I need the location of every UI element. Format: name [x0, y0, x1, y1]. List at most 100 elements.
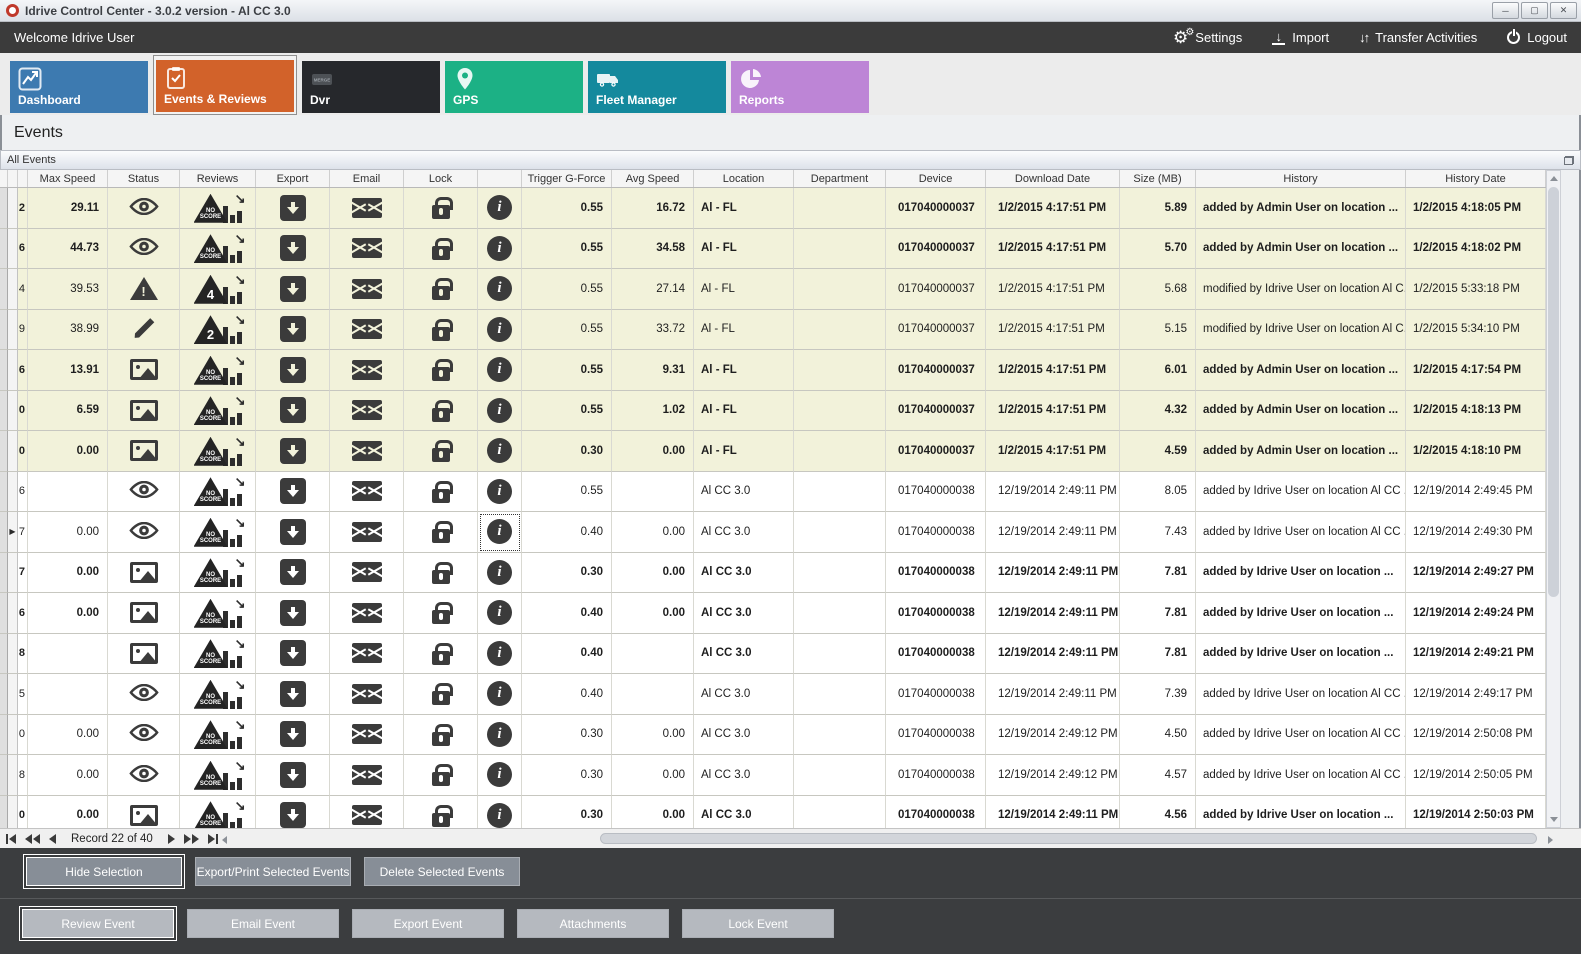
- column-header-lock[interactable]: Lock: [404, 170, 478, 187]
- image-icon[interactable]: [129, 602, 158, 624]
- table-row[interactable]: 0 0.00 NO SCORE ↘ i 0.30 0.00 Al CC 3.0 01704000…: [0, 714, 1546, 755]
- lock-icon[interactable]: [431, 561, 453, 584]
- export-download-icon[interactable]: [279, 680, 306, 707]
- table-row[interactable]: 0 0.00 NO SCORE ↘ i 0.30 0.00 Al CC 3.0 01704000…: [0, 795, 1546, 828]
- horizontal-scrollbar-thumb[interactable]: [599, 833, 1537, 844]
- column-header-max-speed[interactable]: Max Speed: [28, 170, 108, 187]
- column-header-avg-speed[interactable]: Avg Speed: [612, 170, 694, 187]
- info-icon[interactable]: i: [487, 478, 512, 504]
- email-envelope-icon[interactable]: [351, 400, 382, 421]
- scroll-up-icon[interactable]: [1547, 171, 1560, 186]
- table-row[interactable]: 0 0.00 NO SCORE ↘ i 0.30 0.00 Al - FL 0170400000…: [0, 431, 1546, 472]
- lock-icon[interactable]: [431, 764, 453, 787]
- review-score-icon[interactable]: NO SCORE ↘: [193, 231, 246, 264]
- table-row[interactable]: 6 0.00 NO SCORE ↘ i 0.40 0.00 Al CC 3.0 01704000…: [0, 593, 1546, 634]
- lock-icon[interactable]: [431, 723, 453, 746]
- email-envelope-icon[interactable]: [351, 197, 382, 218]
- lock-icon[interactable]: [431, 278, 453, 301]
- nav-next-page-button[interactable]: [183, 833, 199, 844]
- export-download-icon[interactable]: [279, 356, 306, 383]
- column-header-email[interactable]: Email: [330, 170, 404, 187]
- image-icon[interactable]: [129, 642, 158, 664]
- info-icon[interactable]: i: [487, 235, 512, 261]
- info-icon[interactable]: i: [487, 438, 512, 464]
- image-icon[interactable]: [129, 399, 158, 421]
- export-download-icon[interactable]: [279, 275, 306, 302]
- close-button[interactable]: ✕: [1550, 2, 1577, 19]
- info-icon[interactable]: i: [487, 762, 512, 788]
- hide-selection-button[interactable]: Hide Selection: [23, 854, 185, 889]
- minimize-button[interactable]: ─: [1492, 2, 1519, 19]
- column-header-location[interactable]: Location: [694, 170, 794, 187]
- eye-icon[interactable]: [128, 521, 159, 542]
- info-icon[interactable]: i: [487, 802, 512, 828]
- email-envelope-icon[interactable]: [351, 278, 382, 299]
- info-icon[interactable]: i: [487, 721, 512, 747]
- menu-item-logout[interactable]: Logout: [1507, 29, 1567, 45]
- export-download-icon[interactable]: [279, 397, 306, 424]
- review-score-icon[interactable]: NO SCORE ↘: [193, 758, 246, 790]
- email-envelope-icon[interactable]: [351, 238, 382, 259]
- export-download-icon[interactable]: [279, 599, 306, 626]
- tab-gps[interactable]: GPS: [445, 61, 583, 113]
- export-download-icon[interactable]: [279, 437, 306, 464]
- table-row[interactable]: 6 NO SCORE ↘ i 0.55 Al CC 3.0 017040000038 12/1…: [0, 471, 1546, 512]
- review-score-icon[interactable]: NO SCORE ↘: [193, 353, 246, 385]
- lock-icon[interactable]: [431, 359, 453, 382]
- export-download-icon[interactable]: [279, 802, 306, 828]
- table-row[interactable]: 9 38.99 2 ↘ i 0.55 33.72 Al - FL 017040000037 1/2…: [0, 309, 1546, 350]
- menu-item-settings[interactable]: ⚙Settings: [1173, 24, 1242, 46]
- email-event-button[interactable]: Email Event: [187, 909, 339, 938]
- info-icon[interactable]: i: [487, 681, 512, 707]
- email-envelope-icon[interactable]: [351, 521, 382, 542]
- export-download-icon[interactable]: [279, 518, 306, 545]
- column-header-info[interactable]: [478, 170, 522, 187]
- review-score-icon[interactable]: NO SCORE ↘: [193, 191, 246, 223]
- email-envelope-icon[interactable]: [351, 643, 382, 664]
- vertical-scrollbar-thumb[interactable]: [1548, 187, 1559, 597]
- column-header-reviews[interactable]: Reviews: [180, 170, 256, 187]
- table-row[interactable]: ▶ 7 0.00 NO SCORE ↘ i 0.40 0.00 Al CC 3.0 0170400…: [0, 512, 1546, 553]
- restore-panel-icon[interactable]: [1564, 155, 1574, 165]
- menu-item-import[interactable]: ↓ Import: [1272, 30, 1329, 45]
- maximize-button[interactable]: ▢: [1521, 2, 1548, 19]
- email-envelope-icon[interactable]: [351, 683, 382, 704]
- export-download-icon[interactable]: [279, 559, 306, 586]
- table-row[interactable]: 0 6.59 NO SCORE ↘ i 0.55 1.02 Al - FL 0170400000…: [0, 390, 1546, 431]
- lock-icon[interactable]: [431, 440, 453, 463]
- column-header-device[interactable]: Device: [886, 170, 986, 187]
- review-score-icon[interactable]: NO SCORE ↘: [193, 515, 246, 547]
- vertical-scrollbar[interactable]: [1546, 170, 1561, 828]
- table-row[interactable]: 4 39.53! 4 ↘ i 0.55 27.14 Al - FL 017040000037 1/…: [0, 269, 1546, 310]
- delete-selected-events-button[interactable]: Delete Selected Events: [364, 857, 520, 886]
- image-icon[interactable]: [129, 440, 158, 462]
- review-score-icon[interactable]: NO SCORE ↘: [193, 677, 246, 709]
- lock-icon[interactable]: [431, 318, 453, 341]
- export-download-icon[interactable]: [279, 761, 306, 788]
- lock-icon[interactable]: [431, 237, 453, 260]
- attachments-button[interactable]: Attachments: [517, 909, 669, 938]
- lock-icon[interactable]: [431, 683, 453, 706]
- lock-icon[interactable]: [431, 602, 453, 625]
- nav-first-button[interactable]: [6, 833, 16, 844]
- image-icon[interactable]: [129, 359, 158, 381]
- table-row[interactable]: 7 0.00 NO SCORE ↘ i 0.30 0.00 Al CC 3.0 01704000…: [0, 552, 1546, 593]
- column-header-download-date[interactable]: Download Date: [986, 170, 1120, 187]
- scroll-left-icon[interactable]: [221, 836, 227, 844]
- column-header-trigger-g-force[interactable]: Trigger G-Force: [522, 170, 612, 187]
- review-score-icon[interactable]: NO SCORE ↘: [193, 636, 246, 669]
- info-icon[interactable]: i: [487, 519, 512, 545]
- table-row[interactable]: 8 0.00 NO SCORE ↘ i 0.30 0.00 Al CC 3.0 01704000…: [0, 755, 1546, 796]
- export-download-icon[interactable]: [279, 316, 306, 343]
- email-envelope-icon[interactable]: [351, 764, 382, 785]
- export-print-selected-events-button[interactable]: Export/Print Selected Events: [195, 857, 351, 886]
- export-download-icon[interactable]: [279, 235, 306, 262]
- info-icon[interactable]: i: [487, 195, 512, 221]
- lock-icon[interactable]: [431, 521, 453, 544]
- nav-next-button[interactable]: [167, 833, 175, 844]
- review-score-icon[interactable]: 2 ↘: [193, 312, 246, 345]
- review-score-icon[interactable]: NO SCORE ↘: [193, 596, 246, 628]
- tab-dashboard[interactable]: Dashboard: [10, 61, 148, 113]
- column-header-history-date[interactable]: History Date: [1406, 170, 1546, 187]
- email-envelope-icon[interactable]: [351, 481, 382, 502]
